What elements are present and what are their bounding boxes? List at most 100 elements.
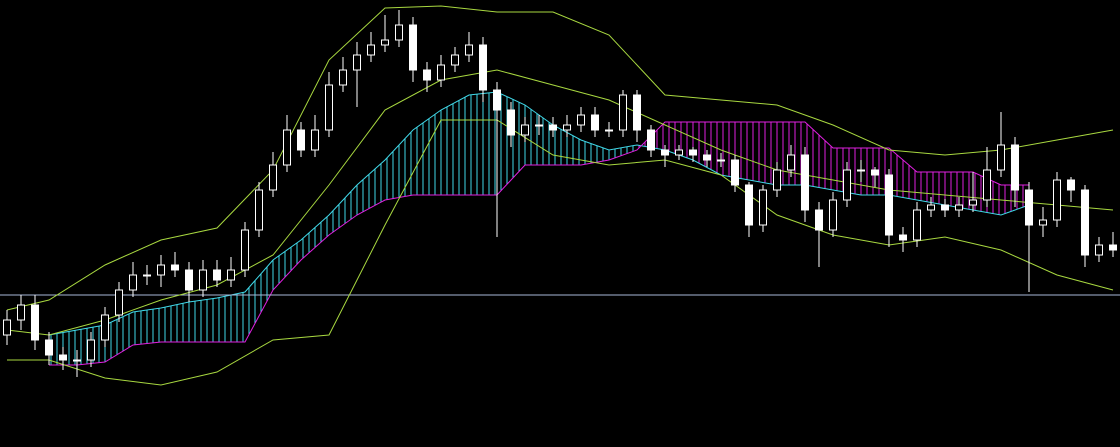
candle-body [493, 89, 501, 111]
cloud-segment [441, 95, 469, 195]
candle-body [997, 144, 1005, 171]
candle-body [227, 269, 235, 281]
cloud-segment [721, 122, 749, 180]
candle-body [731, 159, 739, 186]
candle-body [87, 339, 95, 361]
candle-body [829, 199, 837, 231]
candle-body [241, 229, 249, 271]
candle-body [437, 64, 445, 81]
candle-body [549, 124, 557, 131]
candle-body [3, 319, 11, 336]
candle-body [311, 129, 319, 151]
candle-body [59, 354, 67, 361]
candle-body [1109, 244, 1117, 251]
candle-body [745, 184, 753, 226]
cloud-span-b [49, 121, 1029, 366]
candle-body [927, 204, 935, 211]
candle-body [913, 209, 921, 241]
candle-body [199, 269, 207, 291]
candle-body [115, 289, 123, 316]
candle-body [423, 69, 431, 81]
candle-body [143, 274, 151, 277]
cloud-segment [245, 260, 273, 342]
candle-body [367, 44, 375, 56]
candle-body [479, 44, 487, 91]
candle-body [1095, 244, 1103, 256]
candle-body [129, 274, 137, 291]
candle-body [521, 124, 529, 136]
cloud-segment [329, 185, 357, 235]
band-middle [6, 69, 1114, 336]
candle-body [1053, 179, 1061, 221]
band-upper [6, 5, 1114, 311]
candle-body [157, 264, 165, 276]
candle-body [451, 54, 459, 66]
candle-body [1081, 189, 1089, 256]
candle-body [1025, 189, 1033, 226]
candle-body [591, 114, 599, 131]
candle-body [1067, 179, 1075, 191]
candle-body [703, 154, 711, 161]
candle-body [283, 129, 291, 166]
cloud-segment [917, 172, 945, 205]
cloud-segment [889, 148, 917, 200]
cloud-segment [385, 130, 413, 200]
candle-body [983, 169, 991, 201]
cloud-segment [133, 308, 161, 345]
candle-body [843, 169, 851, 201]
candle-body [1011, 144, 1019, 191]
candle-body [17, 304, 25, 321]
candle-body [325, 84, 333, 131]
candle-body [955, 204, 963, 211]
cloud-segment [469, 92, 497, 195]
candle-body [269, 164, 277, 191]
cloud-segment [413, 110, 441, 195]
candle-body [787, 154, 795, 171]
candle-body [185, 269, 193, 291]
candle-body [577, 114, 585, 126]
candle-body [815, 209, 823, 231]
cloud-segment [217, 292, 245, 342]
cloud-segment [273, 240, 301, 290]
candle-body [465, 44, 473, 56]
candle-body [213, 269, 221, 281]
cloud-segment [553, 125, 581, 165]
candle-body [409, 24, 417, 71]
cloud-segment [945, 172, 973, 210]
candle-body [381, 39, 389, 46]
cloud-segment [105, 312, 133, 362]
candle-body [801, 154, 809, 211]
candle-body [353, 54, 361, 71]
cloud-segment [189, 298, 217, 342]
candle-body [395, 24, 403, 41]
candle-body [871, 169, 879, 176]
candle-body [605, 129, 613, 132]
candle-body [759, 189, 767, 226]
candle-body [941, 204, 949, 211]
candle-body [647, 129, 655, 151]
candle-body [297, 129, 305, 151]
candle-body [675, 149, 683, 156]
band-lower [7, 119, 1114, 386]
candle-body [101, 314, 109, 341]
candle-body [1039, 219, 1047, 226]
candle-body [171, 264, 179, 271]
candle-body [535, 124, 543, 127]
candle-body [619, 94, 627, 131]
candle-body [255, 189, 263, 231]
candle-body [689, 149, 697, 156]
candle-body [661, 149, 669, 156]
candle-body [73, 359, 81, 362]
candle-body [885, 174, 893, 236]
candle-body [717, 159, 725, 162]
cloud-segment [749, 122, 777, 185]
cloud-segment [693, 122, 721, 175]
cloud-segment [161, 302, 189, 342]
candle-body [563, 124, 571, 131]
cloud-segment [357, 160, 385, 215]
candle-body [339, 69, 347, 86]
candle-body [857, 169, 865, 172]
